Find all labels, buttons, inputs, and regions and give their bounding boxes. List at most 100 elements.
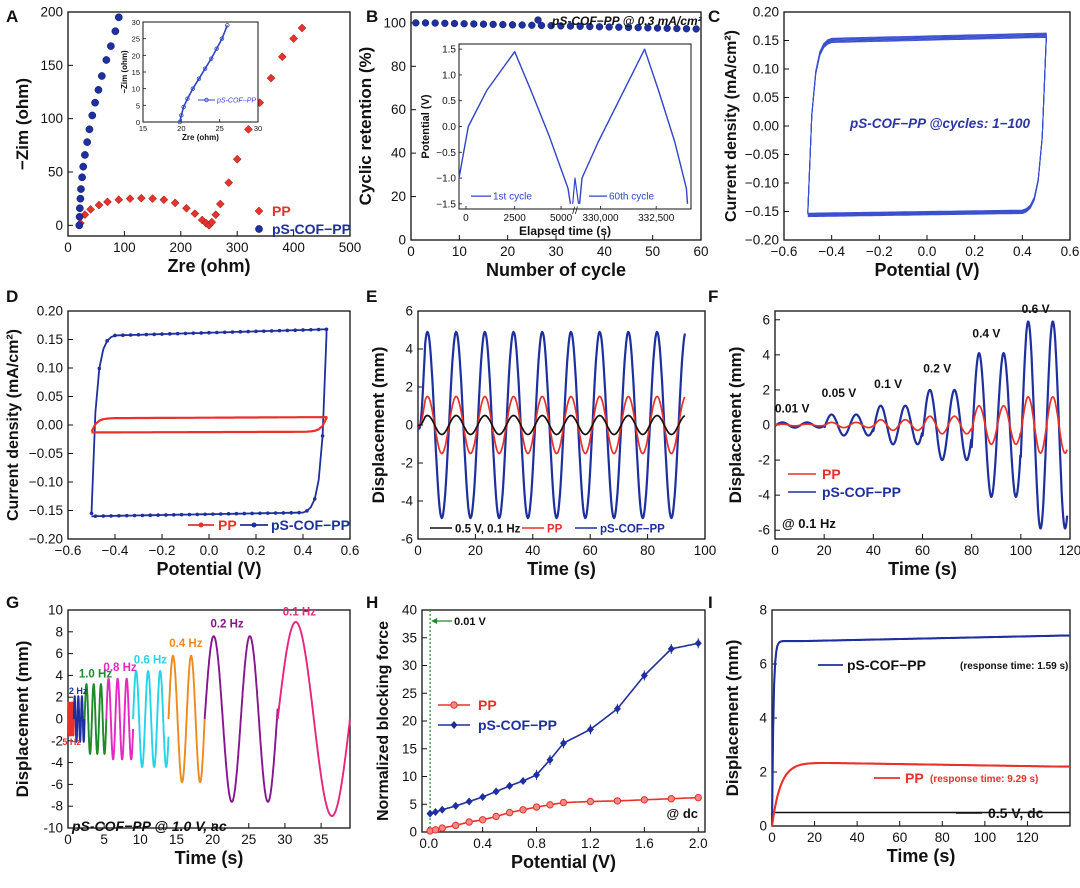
x-axis-label: Potential (V) xyxy=(511,852,616,872)
inset-y-tick: 15 xyxy=(132,68,140,77)
x-tick-label: 10 xyxy=(452,244,467,259)
data-point xyxy=(187,512,192,517)
data-point xyxy=(164,513,168,517)
y-tick-label: -10 xyxy=(43,821,63,836)
series-pscof xyxy=(90,328,328,518)
y-axis-label: Current density (mA/cm²) xyxy=(723,30,740,222)
inset-point xyxy=(214,46,219,51)
legend-marker-pscof xyxy=(251,522,257,528)
series-pp xyxy=(90,416,328,434)
data-point xyxy=(682,25,691,33)
legend-label-pp: PP xyxy=(905,770,924,786)
data-point xyxy=(557,22,565,30)
y-tick-label: 6 xyxy=(759,657,767,672)
inset-y-tick: 0 xyxy=(136,118,140,127)
x-ticks: −0.6 −0.4 −0.2 0.0 0.2 0.4 0.6 xyxy=(771,235,1079,259)
data-point xyxy=(528,21,536,29)
data-point xyxy=(232,154,242,164)
y-tick-label: −0.05 xyxy=(745,147,779,162)
x-tick-label: 100 xyxy=(974,830,997,845)
x-tick-label: 0.4 xyxy=(294,543,313,558)
inset-y-tick: 0.5 xyxy=(442,96,456,107)
x-tick-label: 50 xyxy=(645,244,660,259)
y-tick-label: 35 xyxy=(402,630,417,645)
panel-h: 0.0 0.4 0.8 1.2 1.6 2.0 0 5 10 15 20 25 30 35 40 Potent… xyxy=(366,593,708,872)
x-ticks: 0 100 200 300 400 500 xyxy=(64,231,361,255)
panel-letter: H xyxy=(366,593,378,612)
y-tick-label: 6 xyxy=(405,304,413,319)
y-tick-label: 8 xyxy=(55,624,63,639)
inset-y-tick: −1.5 xyxy=(436,199,456,210)
x-tick-label: 30 xyxy=(548,244,563,259)
x-axis-label: Potential (V) xyxy=(156,559,261,579)
data-point xyxy=(566,22,575,30)
data-point xyxy=(324,327,329,332)
inset-y-tick: 0.0 xyxy=(442,122,456,133)
data-point xyxy=(238,330,243,334)
legend-label-pscof: pS-COF−PP xyxy=(272,221,351,237)
y-tick-label: -4 xyxy=(758,488,770,503)
y-axis-label: Cyclic retention (%) xyxy=(356,47,375,206)
x-tick-label: 1.2 xyxy=(581,836,600,851)
data-point xyxy=(595,23,604,31)
x-tick-label: 0.2 xyxy=(965,244,984,259)
y-tick-label: −0.10 xyxy=(29,475,63,490)
inset-point xyxy=(202,66,208,71)
y-tick-label: -4 xyxy=(401,494,413,509)
legend-label-pp: PP xyxy=(478,697,497,713)
data-point xyxy=(532,803,541,811)
inset-point xyxy=(196,76,202,81)
x-axis-label: Potential (V) xyxy=(874,260,979,280)
segment-1-0-Hz xyxy=(83,683,108,755)
data-point xyxy=(499,20,507,29)
legend-label-pscof: pS-COF−PP xyxy=(271,517,350,533)
legend-marker-pp xyxy=(254,206,264,216)
x-tick-label: 5 xyxy=(100,832,108,847)
y-tick-label: 15 xyxy=(402,741,417,756)
x-tick-label: 0.2 xyxy=(247,543,266,558)
data-point xyxy=(105,339,109,343)
segment-0-4-Hz xyxy=(167,654,206,784)
inset-y-tick: −1.0 xyxy=(436,174,456,185)
plot-frame xyxy=(417,310,706,540)
data-point xyxy=(97,72,106,80)
data-point xyxy=(132,513,137,518)
x-ticks: 0 5 10 15 20 25 30 35 xyxy=(64,823,329,847)
data-point xyxy=(547,22,555,30)
data-point xyxy=(250,511,254,516)
y-ticks: 0 50 100 150 200 xyxy=(40,5,73,233)
data-point xyxy=(624,23,633,32)
data-point xyxy=(452,801,460,810)
data-point xyxy=(125,194,135,204)
data-point xyxy=(465,797,473,806)
series-line xyxy=(429,642,698,815)
panel-letter: D xyxy=(6,287,18,306)
x-tick-label: 40 xyxy=(850,830,865,845)
data-point xyxy=(168,332,172,336)
voltage-annotation: 0.4 V xyxy=(972,326,1000,340)
inset-x-label: Elapsed time (s) xyxy=(519,224,611,238)
x-tick-label: 0.0 xyxy=(419,836,438,851)
x-tick-label: 40 xyxy=(597,244,612,259)
inset-x-label: Zre (ohm) xyxy=(182,133,219,142)
panel-i: 0 20 40 60 80 100 120 0 2 4 6 8 Time (s) Displacement… xyxy=(708,593,1071,866)
inset-point xyxy=(209,56,214,61)
x-axis-label: Time (s) xyxy=(175,848,244,868)
y-tick-label: 80 xyxy=(391,59,406,74)
y-tick-label: −0.20 xyxy=(745,233,779,248)
data-point xyxy=(128,333,133,337)
data-point xyxy=(211,512,215,516)
legend-suffix-pscof: (response time: 1.59 s) xyxy=(960,661,1068,672)
inset-y-tick: 20 xyxy=(132,51,140,60)
data-point xyxy=(199,331,203,335)
data-point xyxy=(183,331,188,336)
data-point xyxy=(113,333,117,338)
inset-point xyxy=(181,104,186,110)
legend-marker-pp xyxy=(198,522,204,528)
data-point xyxy=(289,510,294,515)
y-axis-label: Displacement (mm) xyxy=(723,640,742,797)
data-point xyxy=(613,704,621,713)
x-ticks: 0 20 40 60 80 100 120 xyxy=(768,821,1039,845)
